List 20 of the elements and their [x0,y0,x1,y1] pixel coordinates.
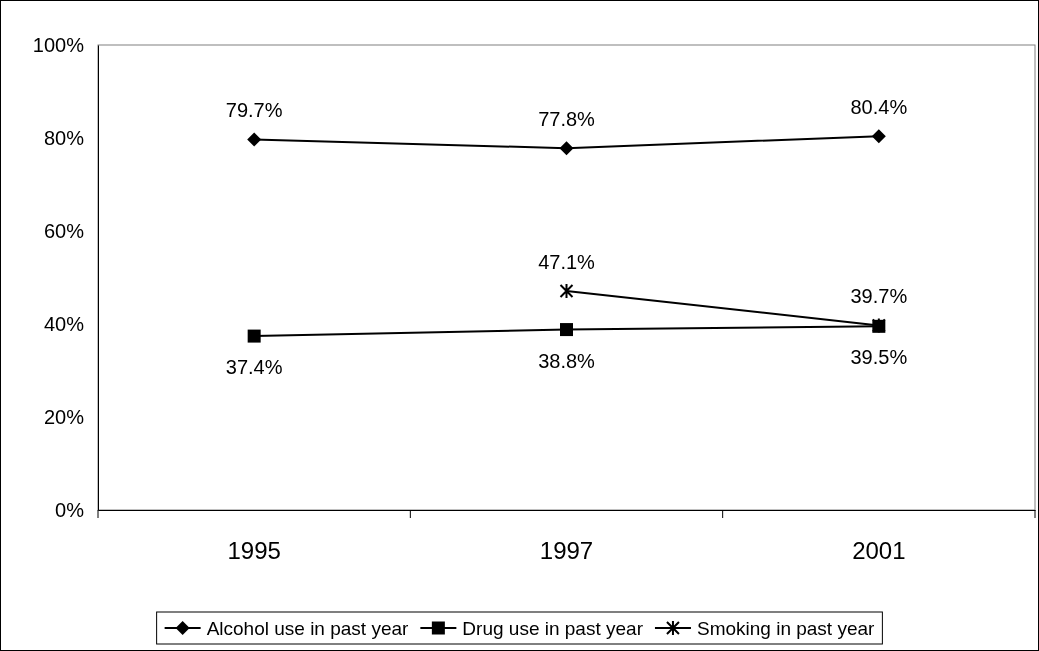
y-tick-label: 0% [55,498,85,521]
legend-label: Drug use in past year [462,618,644,639]
x-tick-label: 2001 [852,537,906,565]
data-label: 37.4% [225,356,283,379]
x-tick-label: 1995 [227,537,281,565]
y-tick-label: 80% [43,126,85,149]
y-tick-label: 100% [32,33,85,56]
y-tick-label: 20% [43,405,85,428]
y-tick-label: 40% [43,312,85,335]
legend-label: Alcohol use in past year [206,618,410,639]
data-label: 80.4% [850,96,908,119]
x-tick-label: 1997 [539,537,594,565]
data-label: 77.8% [538,108,596,131]
data-label: 38.8% [538,349,596,372]
data-label: 79.7% [225,99,283,122]
y-tick-label: 60% [43,219,85,242]
legend-label: Smoking in past year [696,618,876,639]
data-label: 47.1% [538,250,596,273]
data-label: 39.7% [850,285,908,308]
data-label: 39.5% [850,346,908,369]
